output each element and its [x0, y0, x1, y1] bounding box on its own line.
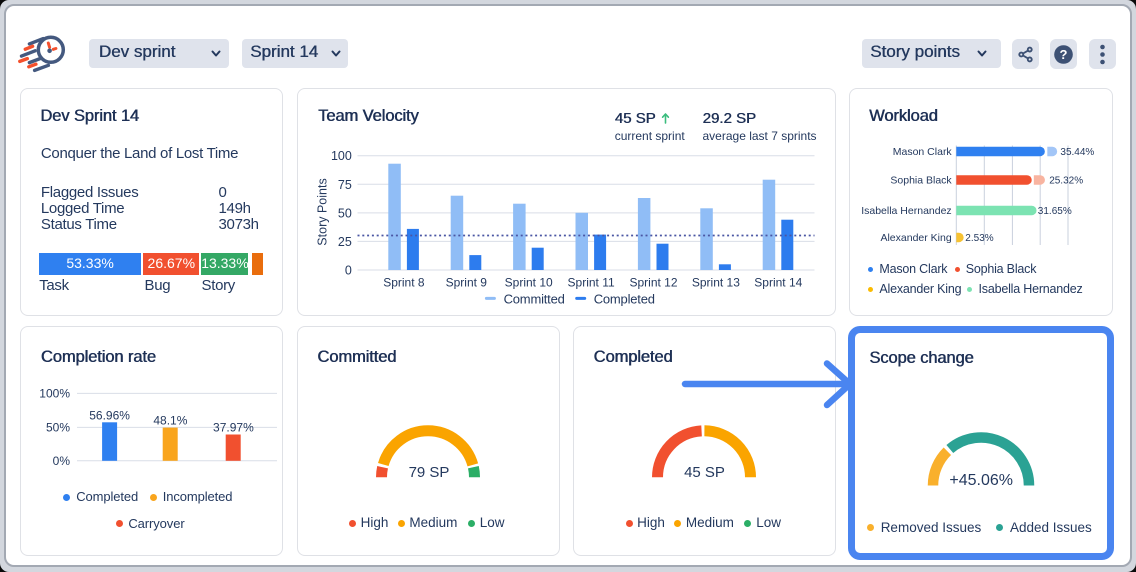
svg-text:79 SP: 79 SP — [408, 464, 449, 481]
svg-text:100: 100 — [330, 149, 351, 163]
svg-text:31.65%: 31.65% — [1038, 206, 1072, 217]
svg-text:25.32%: 25.32% — [1049, 176, 1083, 187]
svg-text:2.53%: 2.53% — [965, 233, 993, 244]
svg-text:50%: 50% — [46, 421, 70, 435]
svg-text:Story Points: Story Points — [315, 178, 329, 245]
svg-text:?: ? — [1059, 47, 1067, 62]
svg-text:45 SP: 45 SP — [684, 464, 725, 481]
svg-text:48.1%: 48.1% — [153, 414, 187, 428]
svg-text:Sprint 9: Sprint 9 — [445, 276, 487, 290]
svg-text:100%: 100% — [39, 387, 70, 401]
svg-text:Sophia Black: Sophia Black — [890, 175, 952, 187]
svg-text:37.97%: 37.97% — [213, 421, 254, 435]
svg-text:0%: 0% — [53, 454, 71, 468]
svg-text:35.44%: 35.44% — [1060, 147, 1094, 158]
svg-text:Sprint 14: Sprint 14 — [754, 276, 802, 290]
svg-text:Sprint 12: Sprint 12 — [629, 276, 677, 290]
svg-text:56.96%: 56.96% — [89, 408, 130, 422]
svg-text:Sprint 13: Sprint 13 — [691, 276, 739, 290]
svg-text:Alexander King: Alexander King — [880, 232, 951, 244]
svg-text:Isabella Hernandez: Isabella Hernandez — [861, 205, 951, 217]
svg-text:+45.06%: +45.06% — [949, 471, 1013, 488]
svg-text:Sprint 11: Sprint 11 — [567, 276, 614, 290]
svg-text:0: 0 — [344, 264, 351, 278]
svg-text:25: 25 — [337, 235, 351, 249]
svg-text:Sprint 10: Sprint 10 — [504, 276, 552, 290]
svg-text:Sprint 8: Sprint 8 — [383, 276, 425, 290]
svg-text:75: 75 — [337, 178, 351, 192]
svg-text:Mason Clark: Mason Clark — [893, 146, 953, 158]
svg-text:Completed: Completed — [593, 292, 654, 307]
svg-text:50: 50 — [337, 206, 351, 220]
svg-text:Committed: Committed — [503, 292, 564, 307]
